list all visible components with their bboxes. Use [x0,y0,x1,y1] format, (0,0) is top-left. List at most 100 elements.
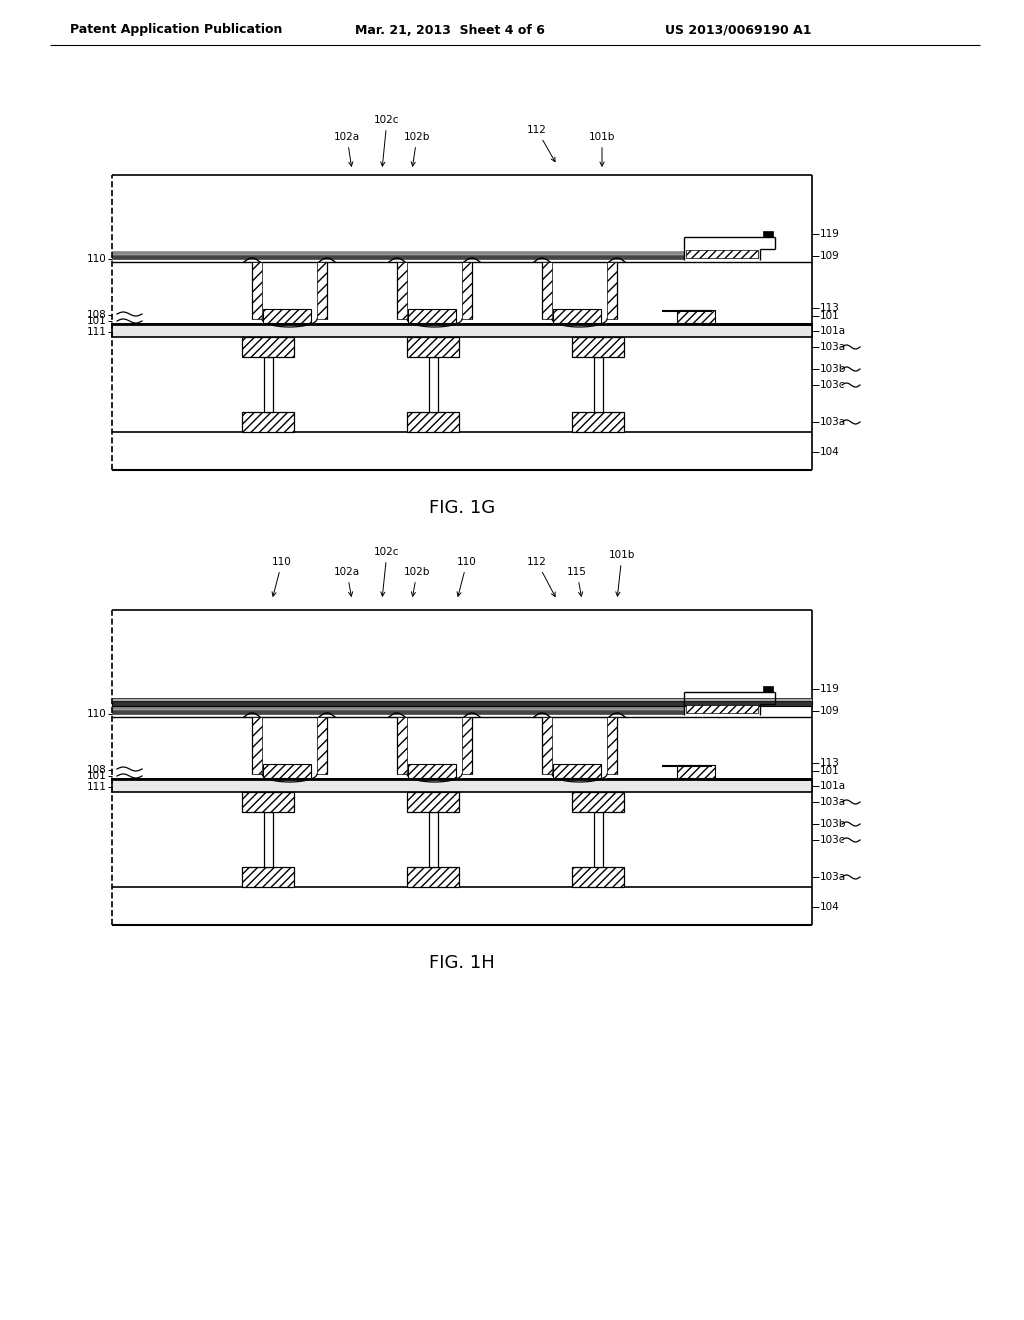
Text: 104: 104 [820,447,840,457]
Bar [552,717,607,779]
Text: 103a: 103a [820,873,846,882]
Text: 101a: 101a [820,326,846,337]
Bar [242,412,294,432]
Text: 112: 112 [527,557,555,597]
Bar [686,249,758,257]
Text: 115: 115 [567,568,587,597]
Bar [397,717,407,774]
Bar [407,337,459,356]
Bar [112,698,812,701]
Text: 101b: 101b [609,550,635,597]
Text: 103c: 103c [820,836,846,845]
Bar [112,323,812,337]
Text: US 2013/0069190 A1: US 2013/0069190 A1 [665,24,811,37]
Text: 102b: 102b [403,132,430,166]
Bar [408,764,456,777]
Text: 101: 101 [820,312,840,321]
Bar [552,261,607,323]
Bar [252,261,262,319]
Bar [542,717,552,774]
Bar [462,717,472,774]
Text: 109: 109 [820,706,840,715]
Text: FIG. 1H: FIG. 1H [429,954,495,972]
Bar [408,309,456,323]
Bar [262,261,317,323]
Bar [264,812,273,867]
Bar [112,706,702,709]
Text: 113: 113 [820,304,840,313]
Text: 110: 110 [272,557,292,597]
Bar [262,717,317,779]
Bar [677,310,715,323]
Text: 103a: 103a [820,417,846,426]
Bar [686,705,758,713]
Bar [607,717,617,774]
Bar [112,255,702,259]
Bar [407,867,459,887]
Bar [242,792,294,812]
Text: 103b: 103b [820,364,847,374]
Bar [572,867,624,887]
Bar [684,686,760,715]
Bar [112,710,702,714]
Text: 111: 111 [87,327,106,337]
Bar [407,792,459,812]
Text: 108: 108 [87,766,106,775]
Bar [763,231,773,238]
Bar [429,812,438,867]
Bar [553,764,601,777]
Text: 103a: 103a [820,342,846,352]
Bar [594,356,603,412]
Bar [572,792,624,812]
Text: 102c: 102c [374,115,399,166]
Text: 110: 110 [87,709,106,719]
Bar [572,337,624,356]
Text: 101: 101 [87,771,106,781]
Bar [594,812,603,867]
Bar [397,261,407,319]
Text: 113: 113 [820,758,840,768]
Bar [264,356,273,412]
Text: 102b: 102b [403,568,430,597]
Text: 102a: 102a [334,568,360,597]
Text: Patent Application Publication: Patent Application Publication [70,24,283,37]
Bar [684,232,760,260]
Text: 110: 110 [457,557,477,597]
Bar [317,261,327,319]
Bar [112,251,702,253]
Bar [572,412,624,432]
Text: FIG. 1G: FIG. 1G [429,499,495,517]
Bar [462,261,472,319]
Text: 109: 109 [820,251,840,261]
Bar [242,867,294,887]
Text: 108: 108 [87,310,106,319]
Bar [542,261,552,319]
Bar [429,356,438,412]
Text: 102a: 102a [334,132,360,166]
Text: 119: 119 [820,684,840,694]
Text: 101: 101 [820,766,840,776]
Bar [112,701,812,706]
Bar [407,717,462,779]
Text: 110: 110 [87,253,106,264]
Text: 112: 112 [527,125,555,161]
Bar [763,686,773,692]
Text: 101b: 101b [589,132,615,166]
Text: 111: 111 [87,781,106,792]
Bar [677,766,715,777]
Bar [252,717,262,774]
Text: 103b: 103b [820,818,847,829]
Text: 103c: 103c [820,380,846,389]
Text: 103a: 103a [820,797,846,807]
Text: 104: 104 [820,902,840,912]
Text: 119: 119 [820,228,840,239]
Bar [317,717,327,774]
Bar [553,309,601,323]
Text: 101a: 101a [820,781,846,791]
Bar [112,779,812,792]
Text: Mar. 21, 2013  Sheet 4 of 6: Mar. 21, 2013 Sheet 4 of 6 [355,24,545,37]
Bar [407,261,462,323]
Bar [607,261,617,319]
Bar [407,412,459,432]
Bar [242,337,294,356]
